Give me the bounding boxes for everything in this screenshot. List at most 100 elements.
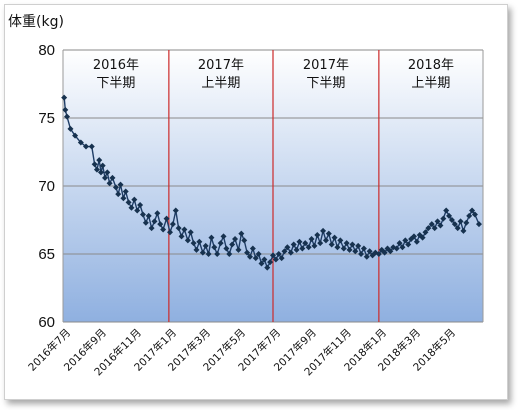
data-point (255, 251, 262, 257)
data-point (471, 211, 478, 218)
data-point (238, 230, 245, 237)
data-point (460, 227, 467, 234)
data-point (148, 225, 155, 232)
data-point (246, 253, 253, 260)
data-point (128, 204, 135, 211)
data-point (229, 241, 236, 248)
data-point (272, 256, 279, 263)
data-point (96, 157, 103, 164)
data-point (375, 251, 382, 257)
data-point (402, 237, 409, 244)
period-year-label: 2018年 (408, 58, 454, 73)
data-point (366, 248, 373, 255)
data-point (422, 229, 429, 236)
data-point (117, 181, 124, 188)
data-point (178, 233, 185, 240)
data-point (331, 234, 338, 241)
period-half-label: 下半期 (96, 76, 135, 91)
period-year-label: 2016年 (93, 58, 139, 73)
data-point (187, 229, 194, 236)
data-point (154, 210, 161, 217)
data-point (463, 219, 470, 226)
data-point (109, 174, 116, 181)
data-point (281, 248, 288, 255)
data-point (469, 207, 476, 214)
data-point (393, 245, 400, 252)
data-point (399, 244, 406, 251)
data-point (358, 251, 365, 257)
data-point (122, 188, 129, 195)
data-point (104, 169, 111, 176)
data-point (88, 143, 95, 150)
data-point (308, 236, 315, 243)
data-point (244, 249, 251, 256)
data-point (448, 217, 455, 223)
data-point (61, 94, 68, 101)
data-point (317, 240, 324, 247)
data-point (252, 255, 259, 262)
period-half-label: 上半期 (201, 76, 240, 91)
period-half-label: 上半期 (411, 76, 450, 91)
data-point (160, 226, 167, 233)
data-point (172, 207, 179, 214)
period-half-label: 下半期 (306, 76, 345, 91)
data-point (434, 218, 441, 225)
data-point (346, 246, 353, 253)
data-point (211, 244, 218, 251)
data-point (217, 240, 224, 247)
data-point (328, 241, 335, 248)
data-point (214, 251, 221, 257)
data-point (139, 211, 146, 218)
data-point (437, 222, 444, 229)
data-point (190, 240, 197, 247)
data-point (235, 246, 242, 253)
data-point (91, 161, 98, 168)
data-point (284, 244, 291, 251)
period-dividers (168, 50, 380, 322)
weight-line (63, 97, 480, 270)
data-point (205, 251, 212, 257)
data-point (169, 221, 176, 228)
data-point (167, 229, 174, 236)
data-point (261, 256, 268, 263)
data-point (99, 162, 106, 169)
data-point (290, 241, 297, 248)
data-point (466, 212, 473, 219)
data-point (77, 139, 84, 146)
data-point (454, 225, 461, 232)
data-point (410, 233, 417, 240)
data-point (134, 207, 141, 214)
data-point (431, 225, 438, 232)
y-axis-label: 体重(kg) (8, 14, 64, 30)
data-point (443, 207, 450, 214)
data-point (299, 245, 306, 252)
data-point (278, 255, 285, 262)
data-point (440, 215, 447, 222)
data-point (196, 238, 203, 245)
y-tick-labels: 60 65 70 75 80 (38, 42, 55, 331)
y-tick-label: 60 (38, 314, 55, 331)
data-point (145, 212, 152, 219)
data-point (184, 237, 191, 244)
data-point (451, 221, 458, 228)
data-point (352, 248, 359, 255)
data-point (334, 244, 341, 251)
data-point (311, 242, 318, 249)
data-point (142, 219, 149, 226)
data-point (112, 184, 119, 191)
y-tick-label: 70 (38, 178, 55, 195)
data-point (157, 221, 164, 228)
data-point (296, 238, 303, 245)
weight-series (61, 94, 482, 271)
data-point (202, 242, 209, 249)
data-point (267, 259, 274, 266)
data-point (193, 246, 200, 253)
data-point (340, 245, 347, 252)
data-point (349, 241, 356, 248)
data-point (425, 225, 432, 232)
data-point (320, 227, 327, 234)
data-point (293, 246, 300, 253)
data-point (125, 199, 132, 206)
